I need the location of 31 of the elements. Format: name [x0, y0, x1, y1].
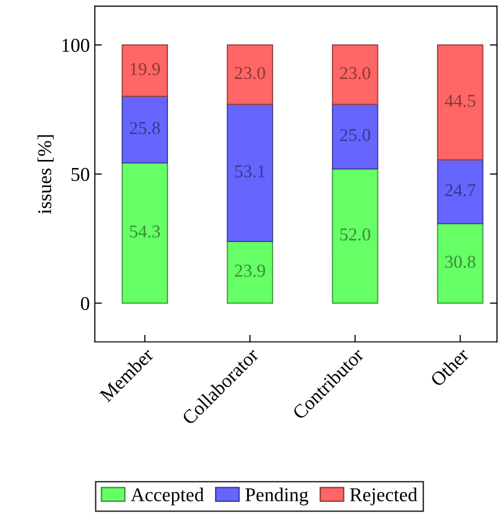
data-label: 23.9 — [234, 264, 266, 277]
data-label: 25.0 — [340, 128, 370, 142]
bar — [332, 168, 378, 304]
bar — [437, 223, 484, 304]
bar — [332, 104, 378, 170]
legend-label: Accepted — [130, 488, 204, 506]
data-label: 19.9 — [130, 63, 160, 76]
data-label: 44.5 — [444, 94, 476, 107]
legend-label: Rejected — [350, 488, 418, 506]
bar — [437, 159, 484, 224]
y-tick-label: 50 — [72, 168, 90, 181]
bar — [226, 104, 274, 242]
data-label: 53.1 — [235, 165, 265, 178]
y-tick-label: 0 — [80, 296, 90, 310]
bar — [122, 44, 168, 97]
data-label: 25.8 — [130, 122, 160, 134]
legend-label: Pending — [245, 488, 308, 506]
y-tick-label: 100 — [62, 38, 90, 52]
bar — [226, 240, 274, 304]
data-label: 24.7 — [445, 184, 476, 196]
data-label: 30.8 — [445, 256, 476, 268]
bar — [122, 162, 168, 304]
y-axis-title: issues [%] — [38, 135, 54, 214]
data-label: 54.3 — [130, 225, 160, 238]
bar — [226, 44, 274, 105]
bar — [437, 44, 484, 160]
bar — [122, 96, 168, 164]
data-label: 23.0 — [340, 66, 370, 80]
bar — [332, 44, 378, 105]
data-label: 23.0 — [234, 66, 266, 80]
data-label: 52.0 — [340, 228, 370, 241]
